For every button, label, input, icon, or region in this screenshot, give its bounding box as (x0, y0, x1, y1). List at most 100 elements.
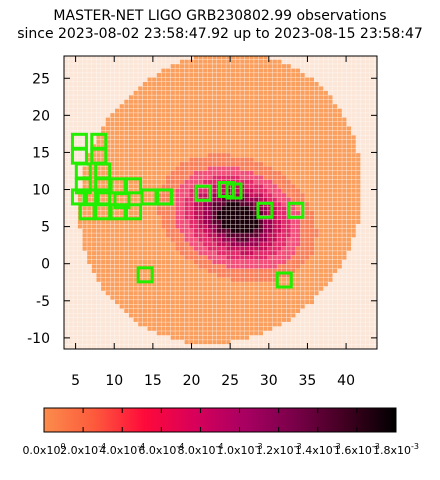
heatmap-cell (77, 233, 83, 238)
heatmap-cell (356, 170, 361, 176)
heatmap-cell (110, 335, 115, 340)
heatmap-cell (249, 130, 254, 135)
heatmap-cell (323, 215, 328, 220)
heatmap-cell (184, 59, 189, 64)
heatmap-cell (244, 304, 250, 309)
heatmap-cell (268, 237, 273, 242)
heatmap-cell (193, 286, 199, 291)
heatmap-cell (142, 130, 148, 135)
heatmap-cell (170, 300, 175, 305)
heatmap-cell (254, 90, 259, 95)
heatmap-cell (221, 56, 226, 60)
heatmap-cell (342, 242, 347, 247)
heatmap-cell (203, 251, 208, 256)
heatmap-cell (263, 340, 268, 345)
heatmap-cell (133, 130, 138, 135)
heatmap-cell (189, 331, 194, 336)
heatmap-cell (235, 317, 240, 322)
heatmap-cell (300, 233, 305, 238)
heatmap-cell (305, 117, 310, 122)
heatmap-cell (360, 126, 366, 131)
heatmap-cell (87, 255, 92, 260)
heatmap-cell (142, 286, 148, 291)
heatmap-cell (258, 291, 263, 296)
heatmap-cell (96, 322, 101, 327)
heatmap-cell (254, 304, 259, 309)
heatmap-cell (161, 81, 166, 87)
heatmap-cell (272, 255, 277, 260)
heatmap-cell (235, 68, 240, 73)
heatmap-cell (77, 157, 83, 162)
heatmap-cell (217, 68, 222, 73)
heatmap-cell (166, 313, 171, 318)
heatmap-cell (142, 259, 148, 265)
heatmap-cell (221, 273, 226, 278)
heatmap-cell (374, 193, 377, 198)
heatmap-cell (170, 130, 175, 135)
heatmap-cell (319, 139, 324, 144)
observation-field (275, 271, 293, 289)
heatmap-cell (212, 117, 217, 122)
heatmap-cell (142, 99, 148, 104)
heatmap-cell (230, 219, 236, 224)
heatmap-cell (133, 340, 138, 345)
heatmap-cell (68, 202, 73, 207)
heatmap-cell (217, 170, 222, 176)
heatmap-cell (249, 224, 254, 229)
heatmap-cell (87, 99, 92, 104)
heatmap-cell (309, 237, 314, 242)
heatmap-cell (128, 286, 134, 291)
heatmap-cell (328, 95, 333, 100)
heatmap-cell (179, 242, 185, 247)
heatmap-cell (305, 273, 310, 278)
heatmap-cell (365, 211, 370, 216)
heatmap-cell (268, 68, 273, 73)
heatmap-cell (337, 64, 342, 69)
heatmap-cell (124, 77, 129, 82)
heatmap-cell (281, 86, 287, 91)
heatmap-cell (221, 90, 226, 95)
heatmap-cell (226, 197, 231, 202)
heatmap-cell (300, 170, 305, 176)
heatmap-cell (328, 157, 333, 162)
heatmap-cell (240, 340, 245, 345)
heatmap-cell (142, 282, 148, 287)
heatmap-cell (263, 259, 268, 265)
heatmap-cell (263, 108, 268, 113)
heatmap-cell (230, 326, 236, 331)
heatmap-cell (319, 193, 324, 198)
heatmap-cell (189, 264, 194, 269)
heatmap-cell (156, 59, 161, 64)
heatmap-cell (212, 81, 217, 87)
heatmap-cell (110, 166, 115, 171)
heatmap-cell (156, 300, 161, 305)
heatmap-cell (82, 153, 87, 158)
heatmap-cell (82, 224, 87, 229)
heatmap-cell (258, 68, 263, 73)
heatmap-cell (142, 179, 148, 184)
heatmap-cell (212, 95, 217, 100)
heatmap-cell (277, 86, 282, 91)
heatmap-cell (110, 251, 115, 256)
heatmap-cell (64, 162, 69, 167)
heatmap-cell (217, 126, 222, 131)
heatmap-cell (235, 139, 240, 144)
heatmap-cell (277, 90, 282, 95)
heatmap-cell (258, 59, 263, 64)
heatmap-cell (189, 95, 194, 100)
heatmap-cell (374, 90, 377, 95)
heatmap-cell (91, 104, 97, 109)
heatmap-cell (254, 228, 259, 233)
heatmap-cell (365, 86, 370, 91)
heatmap-cell (323, 90, 328, 95)
heatmap-cell (119, 122, 124, 127)
heatmap-cell (212, 188, 217, 193)
heatmap-cell (337, 104, 342, 109)
heatmap-cell (147, 56, 152, 60)
heatmap-cell (332, 95, 338, 100)
heatmap-cell (77, 64, 83, 69)
heatmap-cell (68, 126, 73, 131)
heatmap-cell (263, 153, 268, 158)
heatmap-cell (370, 81, 375, 87)
heatmap-cell (374, 122, 377, 127)
